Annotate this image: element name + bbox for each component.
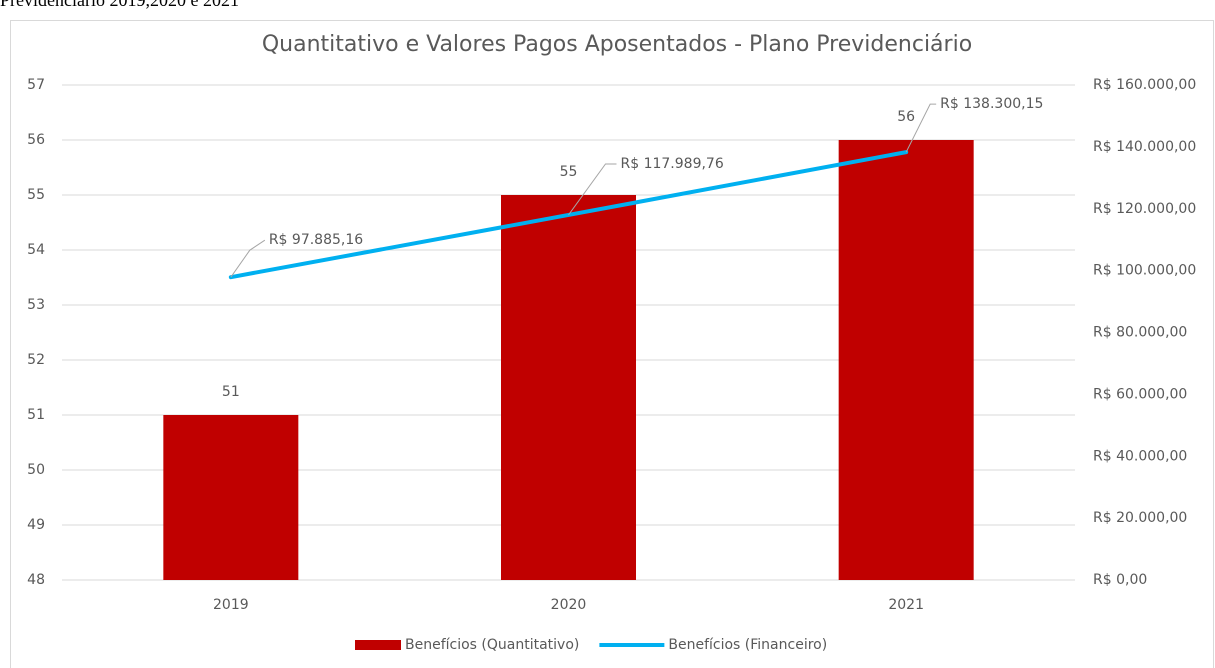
legend-label: Benefícios (Financeiro) bbox=[668, 637, 827, 653]
y2-tick-label: R$ 60.000,00 bbox=[1093, 386, 1187, 402]
y-tick-label: 55 bbox=[27, 187, 45, 203]
line-value-label: R$ 97.885,16 bbox=[269, 232, 363, 248]
bar bbox=[163, 415, 299, 580]
y2-tick-label: R$ 0,00 bbox=[1093, 572, 1147, 588]
line-value-label: R$ 138.300,15 bbox=[940, 96, 1043, 112]
legend-label: Benefícios (Quantitativo) bbox=[405, 637, 579, 653]
y-tick-label: 50 bbox=[27, 462, 45, 478]
y2-tick-label: R$ 40.000,00 bbox=[1093, 448, 1187, 464]
x-tick-label: 2020 bbox=[551, 597, 587, 613]
y2-tick-label: R$ 20.000,00 bbox=[1093, 510, 1187, 526]
y-tick-label: 49 bbox=[27, 517, 45, 533]
y-tick-label: 48 bbox=[27, 572, 45, 588]
y2-tick-label: R$ 80.000,00 bbox=[1093, 325, 1187, 341]
leader-line bbox=[230, 239, 266, 278]
y-tick-label: 56 bbox=[27, 132, 45, 148]
y2-tick-label: R$ 160.000,00 bbox=[1093, 77, 1196, 93]
bar-value-label: 56 bbox=[897, 109, 915, 125]
bar bbox=[501, 195, 636, 580]
x-tick-label: 2021 bbox=[888, 597, 924, 613]
bar-value-label: 55 bbox=[560, 164, 578, 180]
y2-tick-label: R$ 100.000,00 bbox=[1093, 263, 1196, 279]
legend-swatch bbox=[355, 640, 401, 650]
bar-value-label: 51 bbox=[222, 384, 240, 400]
y2-tick-label: R$ 140.000,00 bbox=[1093, 139, 1196, 155]
y2-tick-label: R$ 120.000,00 bbox=[1093, 201, 1196, 217]
line-value-label: R$ 117.989,76 bbox=[621, 156, 724, 172]
bar bbox=[838, 140, 974, 580]
y-tick-label: 57 bbox=[27, 77, 45, 93]
y-tick-label: 53 bbox=[27, 297, 45, 313]
leader-line bbox=[568, 163, 617, 216]
y-tick-label: 54 bbox=[27, 242, 45, 258]
y-tick-label: 52 bbox=[27, 352, 45, 368]
chart-title: Quantitativo e Valores Pagos Aposentados… bbox=[262, 32, 972, 57]
y-tick-label: 51 bbox=[27, 407, 45, 423]
leader-line bbox=[905, 103, 937, 153]
caption: Previdenciário 2019,2020 e 2021 bbox=[0, 0, 239, 10]
x-tick-label: 2019 bbox=[213, 597, 249, 613]
